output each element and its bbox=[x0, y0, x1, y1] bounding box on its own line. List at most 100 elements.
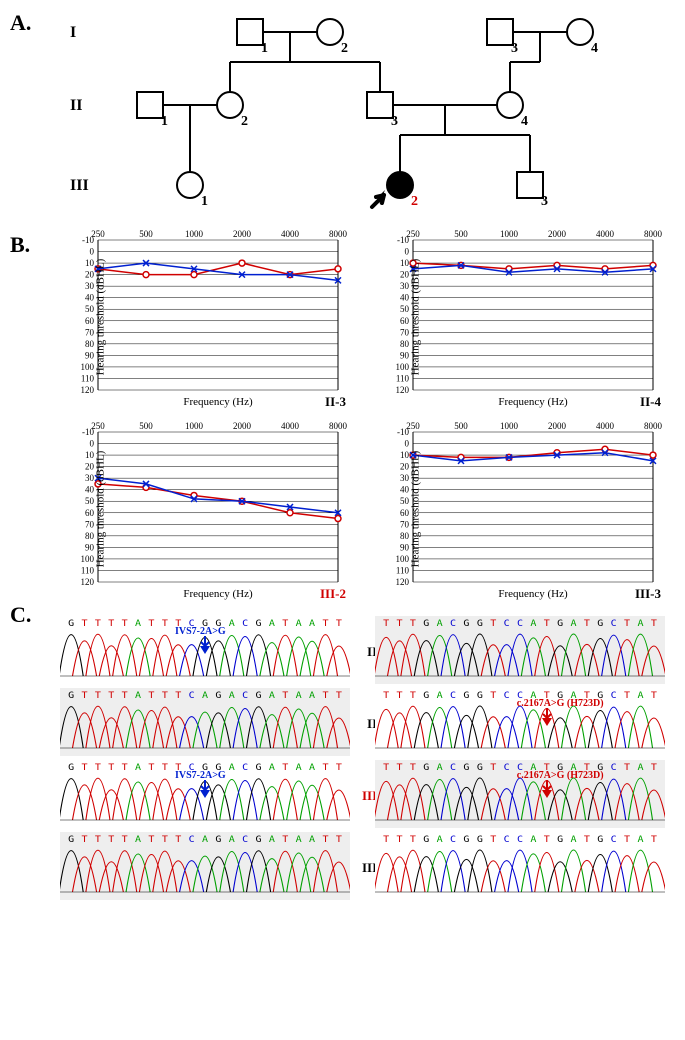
svg-text:T: T bbox=[397, 690, 403, 700]
svg-text:T: T bbox=[410, 618, 416, 628]
svg-text:T: T bbox=[336, 834, 342, 844]
svg-text:C: C bbox=[504, 762, 510, 772]
svg-text:1000: 1000 bbox=[500, 421, 519, 431]
svg-text:A: A bbox=[229, 618, 235, 628]
svg-text:120: 120 bbox=[396, 385, 410, 394]
svg-text:20: 20 bbox=[400, 270, 410, 280]
svg-text:T: T bbox=[336, 690, 342, 700]
audiogram: -100102030405060708090100110120250500100… bbox=[60, 418, 350, 600]
svg-text:T: T bbox=[122, 834, 128, 844]
svg-text:90: 90 bbox=[400, 350, 410, 360]
svg-text:C: C bbox=[189, 834, 195, 844]
svg-text:T: T bbox=[282, 834, 288, 844]
svg-text:T: T bbox=[490, 834, 496, 844]
svg-text:4000: 4000 bbox=[596, 421, 615, 431]
svg-text:T: T bbox=[490, 690, 496, 700]
svg-text:G: G bbox=[423, 618, 429, 628]
svg-text:T: T bbox=[82, 762, 88, 772]
svg-text:T: T bbox=[82, 690, 88, 700]
individual-label: 1 bbox=[261, 41, 268, 57]
svg-text:1000: 1000 bbox=[185, 421, 204, 431]
svg-text:G: G bbox=[477, 618, 483, 628]
y-axis-label: Hearing threshold (dBHL) bbox=[409, 451, 421, 568]
svg-text:A: A bbox=[269, 618, 275, 628]
individual-label: 2 bbox=[341, 41, 348, 57]
mutation-label: c.2167A>G (H723D) bbox=[517, 698, 604, 709]
x-axis-label: Frequency (Hz) bbox=[413, 588, 653, 600]
svg-text:A: A bbox=[296, 834, 302, 844]
svg-text:T: T bbox=[322, 618, 328, 628]
audiogram-id: II-3 bbox=[325, 394, 346, 410]
svg-text:T: T bbox=[336, 618, 342, 628]
x-axis-label: Frequency (Hz) bbox=[98, 588, 338, 600]
y-axis-label: Hearing threshold (dBHL) bbox=[94, 451, 106, 568]
svg-text:1000: 1000 bbox=[500, 229, 519, 239]
svg-text:100: 100 bbox=[81, 554, 95, 564]
svg-text:A: A bbox=[571, 618, 577, 628]
svg-text:2000: 2000 bbox=[548, 229, 567, 239]
individual-label: 3 bbox=[391, 114, 398, 130]
svg-text:A: A bbox=[309, 834, 315, 844]
svg-text:G: G bbox=[68, 618, 74, 628]
audiogram: -100102030405060708090100110120250500100… bbox=[375, 418, 665, 600]
svg-text:20: 20 bbox=[85, 270, 95, 280]
svg-text:10: 10 bbox=[85, 450, 95, 460]
svg-text:A: A bbox=[269, 690, 275, 700]
svg-text:T: T bbox=[490, 618, 496, 628]
svg-text:A: A bbox=[269, 762, 275, 772]
svg-text:C: C bbox=[611, 834, 617, 844]
svg-text:40: 40 bbox=[400, 485, 410, 495]
svg-text:G: G bbox=[463, 762, 469, 772]
chromatogram: TTTGACGGTCCATGATGCTATc.2167A>G (H723D) bbox=[375, 760, 665, 828]
svg-text:8000: 8000 bbox=[644, 229, 663, 239]
svg-text:T: T bbox=[282, 618, 288, 628]
svg-text:T: T bbox=[383, 618, 389, 628]
svg-text:2000: 2000 bbox=[548, 421, 567, 431]
svg-text:50: 50 bbox=[85, 496, 95, 506]
svg-text:C: C bbox=[450, 690, 456, 700]
svg-text:A: A bbox=[309, 690, 315, 700]
svg-text:120: 120 bbox=[81, 385, 95, 394]
y-axis-label: Hearing threshold (dBHL) bbox=[409, 259, 421, 376]
svg-text:C: C bbox=[242, 690, 248, 700]
individual-label: 4 bbox=[521, 114, 528, 130]
svg-text:T: T bbox=[544, 834, 550, 844]
svg-text:A: A bbox=[135, 834, 141, 844]
svg-text:T: T bbox=[383, 762, 389, 772]
svg-text:C: C bbox=[504, 618, 510, 628]
svg-text:70: 70 bbox=[85, 327, 95, 337]
svg-text:60: 60 bbox=[400, 316, 410, 326]
generation-label: III bbox=[70, 177, 89, 195]
svg-text:A: A bbox=[437, 618, 443, 628]
svg-text:A: A bbox=[530, 834, 536, 844]
svg-text:50: 50 bbox=[400, 304, 410, 314]
svg-text:T: T bbox=[162, 690, 168, 700]
chromatogram: GTTTTATTTCAGACGATAATTIII-3 bbox=[60, 832, 350, 900]
svg-text:G: G bbox=[215, 834, 221, 844]
svg-text:90: 90 bbox=[85, 542, 95, 552]
svg-text:T: T bbox=[322, 762, 328, 772]
svg-text:30: 30 bbox=[85, 281, 95, 291]
svg-text:C: C bbox=[450, 618, 456, 628]
svg-text:G: G bbox=[423, 762, 429, 772]
svg-text:C: C bbox=[611, 618, 617, 628]
svg-text:T: T bbox=[322, 834, 328, 844]
individual-label: 1 bbox=[161, 114, 168, 130]
svg-text:A: A bbox=[637, 834, 643, 844]
svg-text:T: T bbox=[490, 762, 496, 772]
svg-text:8000: 8000 bbox=[329, 229, 348, 239]
svg-text:A: A bbox=[229, 762, 235, 772]
svg-text:110: 110 bbox=[396, 373, 410, 383]
svg-text:G: G bbox=[215, 690, 221, 700]
chromatogram: TTTGACGGTCCATGATGCTAT bbox=[375, 616, 665, 684]
svg-text:40: 40 bbox=[85, 293, 95, 303]
svg-text:A: A bbox=[135, 762, 141, 772]
svg-text:G: G bbox=[68, 834, 74, 844]
generation-label: II bbox=[70, 97, 82, 115]
svg-text:80: 80 bbox=[400, 339, 410, 349]
svg-text:500: 500 bbox=[139, 229, 153, 239]
individual-label: 1 bbox=[201, 194, 208, 210]
svg-text:G: G bbox=[463, 618, 469, 628]
svg-text:0: 0 bbox=[90, 247, 95, 257]
svg-text:T: T bbox=[397, 762, 403, 772]
